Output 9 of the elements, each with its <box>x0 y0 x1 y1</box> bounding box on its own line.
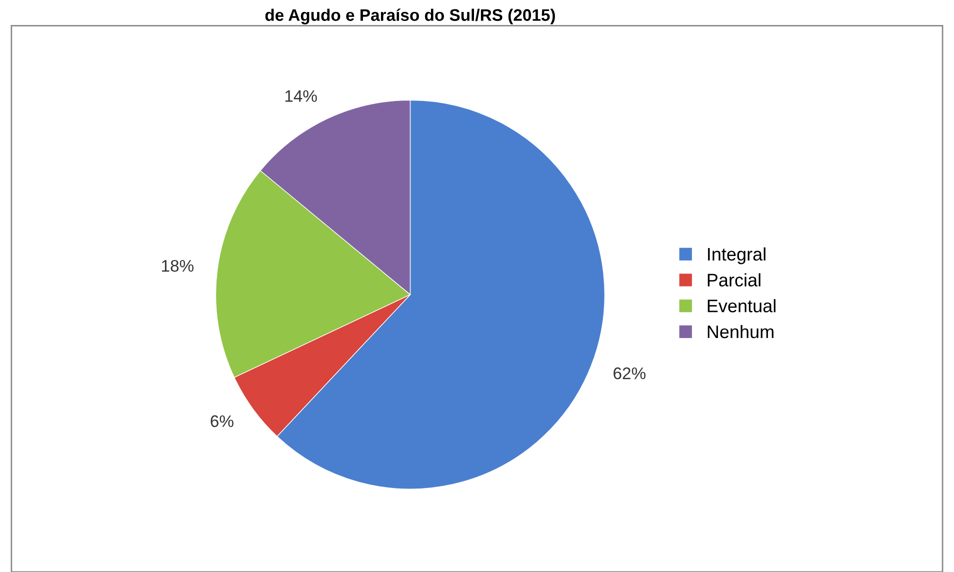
legend-label: Integral <box>708 247 766 264</box>
data-label: 18% <box>162 260 194 272</box>
data-label: 6% <box>210 415 234 428</box>
chart-title: de Agudo e Paraíso do Sul/RS (2015) <box>265 8 555 24</box>
legend-label: Nenhum <box>708 324 774 338</box>
legend-label: Parcial <box>708 273 760 286</box>
data-label: 62% <box>614 367 646 380</box>
data-label: 14% <box>285 90 317 102</box>
legend-label: Eventual <box>708 299 776 312</box>
